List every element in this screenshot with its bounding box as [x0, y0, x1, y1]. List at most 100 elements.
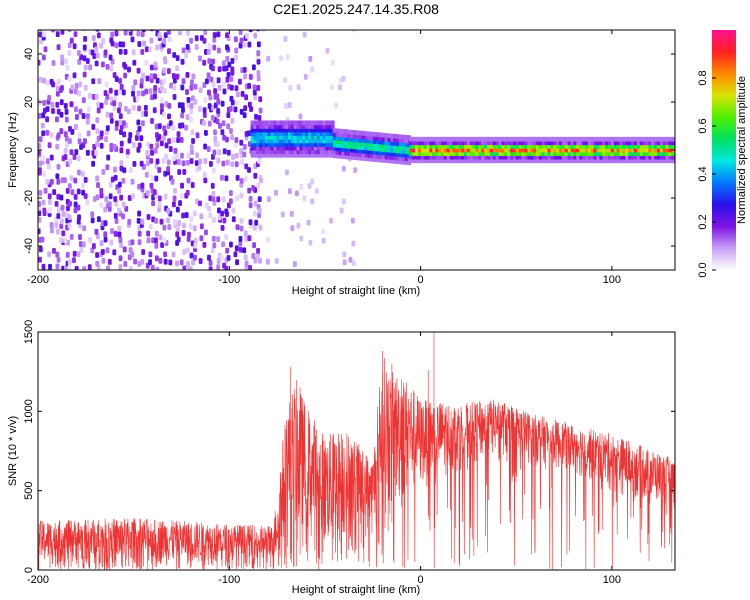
spectrogram-cell	[103, 220, 108, 227]
spectrogram-cell	[45, 158, 50, 165]
spectrogram-cell	[257, 114, 262, 121]
spectrogram-cell	[303, 73, 308, 80]
spectrogram-cell	[154, 255, 159, 262]
spectrogram-cell	[40, 122, 45, 129]
spectrogram-cell	[132, 59, 137, 66]
spectrogram-cell	[177, 220, 182, 227]
spectrogram-cell	[564, 136, 569, 142]
spectrogram-cell	[230, 134, 235, 141]
spectrogram-cell	[55, 228, 60, 235]
spectrogram-cell	[193, 237, 198, 244]
spectrogram-cell	[115, 23, 119, 29]
spectrogram-cell	[242, 112, 247, 119]
spectrogram-cell	[79, 23, 83, 29]
spectrogram-cell	[212, 242, 217, 249]
spectrogram-cell	[302, 31, 307, 38]
spectrogram-cell	[251, 185, 256, 192]
spectrogram-cell	[96, 101, 101, 108]
spectrogram-cell	[50, 101, 55, 108]
spectrogram-cell	[113, 94, 118, 101]
spectrogram-cell	[461, 136, 465, 142]
spectrogram-cell	[283, 77, 287, 84]
spectrogram-cell	[254, 113, 258, 120]
spectrogram-cell	[140, 218, 145, 225]
spectrogram-cell	[251, 253, 256, 259]
spectrogram-cell	[77, 138, 82, 145]
spectrogram-cell	[41, 112, 46, 119]
spectrogram-cell	[350, 129, 354, 135]
spectrogram-cell	[38, 216, 42, 223]
spectrogram-cell	[202, 241, 207, 248]
spectrogram-cell	[306, 219, 311, 226]
spectrogram-cell	[163, 129, 168, 136]
spectrogram-cell	[199, 213, 204, 220]
spectrogram-cell	[95, 141, 100, 147]
spectrogram-cell	[40, 236, 45, 243]
spectrogram-cell	[185, 72, 190, 78]
spectrogram-cell	[118, 102, 123, 108]
spectrogram-cell	[107, 259, 112, 265]
spectrogram-cell	[101, 38, 106, 44]
spectrogram-cell	[228, 190, 233, 196]
spectrogram-cell	[63, 131, 68, 138]
spectrogram-cell	[113, 174, 118, 181]
spectrogram-cell	[105, 111, 110, 118]
spectrogram-cell	[157, 123, 162, 130]
spectrogram-cell	[76, 50, 81, 56]
spectrogram-cell	[222, 217, 227, 224]
spectrogram-cell	[478, 136, 482, 142]
spectrogram-cell	[76, 204, 81, 211]
spectrogram-cell	[252, 242, 257, 249]
spectrogram-x-label: Height of straight line (km)	[292, 285, 420, 297]
spectrogram-cell	[495, 136, 500, 142]
spectrogram-cell	[96, 182, 100, 189]
spectrogram-cell	[261, 30, 266, 32]
spectrogram-cell	[121, 201, 126, 208]
spectrogram-cell	[137, 142, 142, 149]
spectrogram-cell	[91, 124, 96, 130]
spectrogram-cell	[141, 249, 146, 255]
spectrogram-cell	[45, 79, 50, 86]
spectrogram-cell	[198, 200, 202, 207]
spectrogram-cell	[43, 187, 48, 194]
spectrogram-cell	[656, 136, 661, 142]
spectrogram-cell	[154, 175, 159, 182]
spectrogram-cell	[136, 67, 141, 74]
spectrogram-cell	[239, 108, 244, 115]
spectrogram-cell	[107, 201, 112, 208]
spectrogram-cell	[211, 65, 215, 72]
spectrogram-cell	[384, 132, 389, 138]
spectrogram-cell	[247, 82, 252, 89]
spectrogram-cell	[68, 126, 72, 132]
spectrogram-cell	[114, 218, 119, 224]
spectrogram-cell	[51, 108, 55, 114]
spectrogram-cell	[77, 90, 81, 97]
spectrogram-cell	[180, 152, 184, 159]
spectrogram-cell	[273, 189, 278, 196]
spectrogram-cell	[117, 181, 122, 188]
spectrogram-cell	[122, 246, 127, 253]
spectrogram-cell	[310, 198, 315, 205]
spectrogram-cell	[137, 125, 142, 132]
spectrogram-cell	[123, 49, 128, 55]
spectrogram-cell	[358, 130, 363, 136]
spectrogram-cell	[247, 101, 252, 108]
spectrogram-cell	[238, 30, 243, 36]
spectrogram-cell	[119, 140, 124, 147]
spectrogram-cell	[221, 81, 226, 88]
spectrogram-cell	[150, 118, 154, 124]
spectrogram-cell	[257, 157, 262, 164]
spectrogram-cell	[162, 224, 167, 231]
spectrogram-cell	[191, 259, 195, 266]
spectrogram-cell	[189, 102, 194, 109]
spectrogram-cell	[438, 136, 442, 142]
spectrogram-cell	[105, 247, 110, 254]
spectrogram-cell	[130, 251, 135, 258]
spectrogram-cell	[109, 239, 114, 246]
spectrogram-cell	[204, 48, 208, 55]
spectrogram-cell	[209, 76, 214, 83]
snr-x-tick-label: 0	[418, 574, 424, 586]
spectrogram-cell	[211, 81, 216, 88]
spectrogram-cell	[556, 136, 560, 142]
spectrogram-cell	[184, 212, 189, 218]
